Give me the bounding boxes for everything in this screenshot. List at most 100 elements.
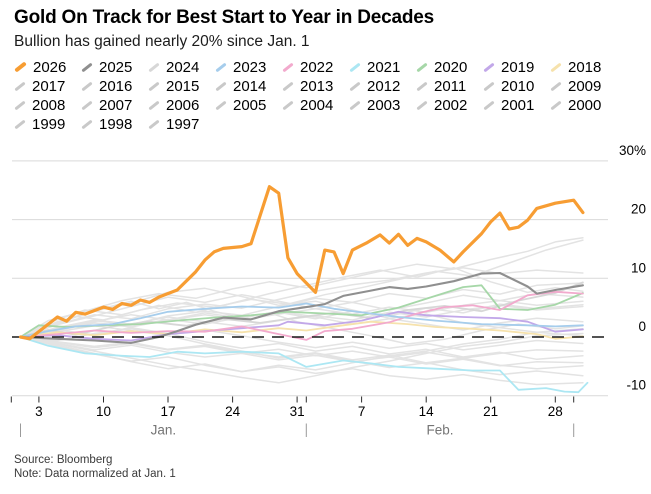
- series-2025: [19, 271, 584, 344]
- legend-year-label: 2013: [300, 77, 334, 95]
- legend-item-2009: 2009: [550, 78, 617, 95]
- legend-year-label: 2003: [367, 96, 401, 114]
- legend-swatch-icon: [483, 81, 495, 91]
- series-2001: [19, 336, 584, 367]
- legend-swatch-icon: [81, 81, 93, 91]
- legend-swatch-icon: [215, 81, 227, 91]
- source-note: Source: Bloomberg: [14, 454, 113, 466]
- legend-swatch-icon: [81, 119, 93, 129]
- legend-item-2020: 2020: [416, 59, 483, 76]
- legend-row-3: 2008 2007 2006 2005 2004 2003 2002 2001 2000: [14, 97, 617, 114]
- x-tick-label: 10: [96, 404, 111, 419]
- legend-item-2016: 2016: [81, 78, 148, 95]
- series-2023: [19, 302, 584, 338]
- x-tick-label: 21: [483, 404, 498, 419]
- y-axis-label: 30%: [619, 143, 646, 158]
- series-1997: [19, 336, 584, 386]
- legend-year-label: 2001: [501, 96, 535, 114]
- legend-year-label: 2012: [367, 77, 401, 95]
- legend-item-2025: 2025: [81, 59, 148, 76]
- legend-year-label: 2019: [501, 58, 535, 76]
- legend-item-2014: 2014: [215, 78, 282, 95]
- legend-swatch-icon: [416, 100, 428, 110]
- x-tick-label: 14: [419, 404, 435, 419]
- legend-item-2019: 2019: [483, 59, 550, 76]
- legend-year-label: 1997: [166, 115, 200, 133]
- x-tick-label: 3: [35, 404, 43, 419]
- legend-year-label: 2021: [367, 58, 401, 76]
- y-axis-label: 10: [631, 260, 646, 275]
- legend-row-4: 1999 1998 1997: [14, 115, 617, 133]
- legend-item-2011: 2011: [416, 78, 483, 95]
- series-2010: [19, 328, 584, 373]
- series-2019: [19, 310, 584, 342]
- legend-year-label: 2016: [99, 77, 133, 95]
- legend-year-label: 2000: [568, 96, 602, 114]
- legend-swatch-icon: [349, 100, 361, 110]
- series-2016: [19, 239, 584, 338]
- legend-swatch-icon: [349, 62, 361, 72]
- legend-swatch-icon: [282, 81, 294, 91]
- legend-swatch-icon: [148, 81, 160, 91]
- legend-item-2024: 2024: [148, 59, 215, 76]
- legend-item-2007: 2007: [81, 97, 148, 114]
- legend-year-label: 2024: [166, 58, 200, 76]
- series-2024: [19, 281, 584, 338]
- legend-year-label: 2006: [166, 96, 200, 114]
- legend-year-label: 2020: [434, 58, 468, 76]
- legend-item-2006: 2006: [148, 97, 215, 114]
- legend-year-label: 2005: [233, 96, 267, 114]
- month-label: Jan.: [151, 423, 177, 438]
- month-label: Feb.: [426, 423, 453, 438]
- legend-swatch-icon: [215, 62, 227, 72]
- y-axis-label: 20: [631, 202, 646, 217]
- legend-item-2004: 2004: [282, 97, 349, 114]
- legend-item-2001: 2001: [483, 97, 550, 114]
- x-tick-label: 17: [160, 404, 175, 419]
- legend-item-2003: 2003: [349, 97, 416, 114]
- legend-item-2021: 2021: [349, 59, 416, 76]
- x-tick-label: 7: [358, 404, 366, 419]
- legend-swatch-icon: [416, 62, 428, 72]
- y-axis-label: 0: [638, 319, 646, 334]
- legend-item-2005: 2005: [215, 97, 282, 114]
- legend-swatch-icon: [483, 100, 495, 110]
- chart-subtitle: Bullion has gained nearly 20% since Jan.…: [14, 33, 310, 50]
- series-2013: [19, 336, 584, 370]
- legend-item-2000: 2000: [550, 97, 617, 114]
- legend-year-label: 2025: [99, 58, 133, 76]
- legend-swatch-icon: [349, 81, 361, 91]
- legend-swatch-icon: [148, 119, 160, 129]
- legend-year-label: 2015: [166, 77, 200, 95]
- legend-item-2017: 2017: [14, 78, 81, 95]
- legend-year-label: 2018: [568, 58, 602, 76]
- legend-item-2008: 2008: [14, 97, 81, 114]
- legend-year-label: 2004: [300, 96, 334, 114]
- legend-year-label: 2026: [33, 58, 67, 76]
- legend-swatch-icon: [550, 100, 562, 110]
- legend-year-label: 2010: [501, 77, 535, 95]
- legend-swatch-icon: [550, 62, 562, 72]
- legend-swatch-icon: [81, 100, 93, 110]
- legend-swatch-icon: [81, 62, 93, 72]
- legend-year-label: 1999: [32, 115, 66, 133]
- chart-legend: 2026 2025 2024 2023 2022 2021 2020 2019 2018 2017…: [14, 58, 617, 133]
- legend-swatch-icon: [14, 119, 26, 129]
- legend-item-2018: 2018: [550, 59, 617, 76]
- legend-item-1998: 1998: [81, 116, 148, 133]
- legend-swatch-icon: [14, 61, 27, 73]
- series-2009: [19, 266, 584, 338]
- legend-item-2010: 2010: [483, 78, 550, 95]
- series-2000: [19, 325, 584, 377]
- legend-item-2023: 2023: [215, 59, 282, 76]
- legend-year-label: 2017: [32, 77, 66, 95]
- legend-swatch-icon: [14, 100, 26, 110]
- legend-row-1: 2026 2025 2024 2023 2022 2021 2020 2019 2018: [14, 58, 617, 76]
- page-title: Gold On Track for Best Start to Year in …: [14, 7, 435, 28]
- legend-swatch-icon: [282, 62, 294, 72]
- line-chart: 3 10 17 24 31 7 14 21 28 30% 20 10 0 -10 Jan. Feb.: [10, 143, 646, 438]
- x-tick-label: 31: [290, 404, 305, 419]
- legend-year-label: 2023: [233, 58, 267, 76]
- x-tick-label: 28: [548, 404, 563, 419]
